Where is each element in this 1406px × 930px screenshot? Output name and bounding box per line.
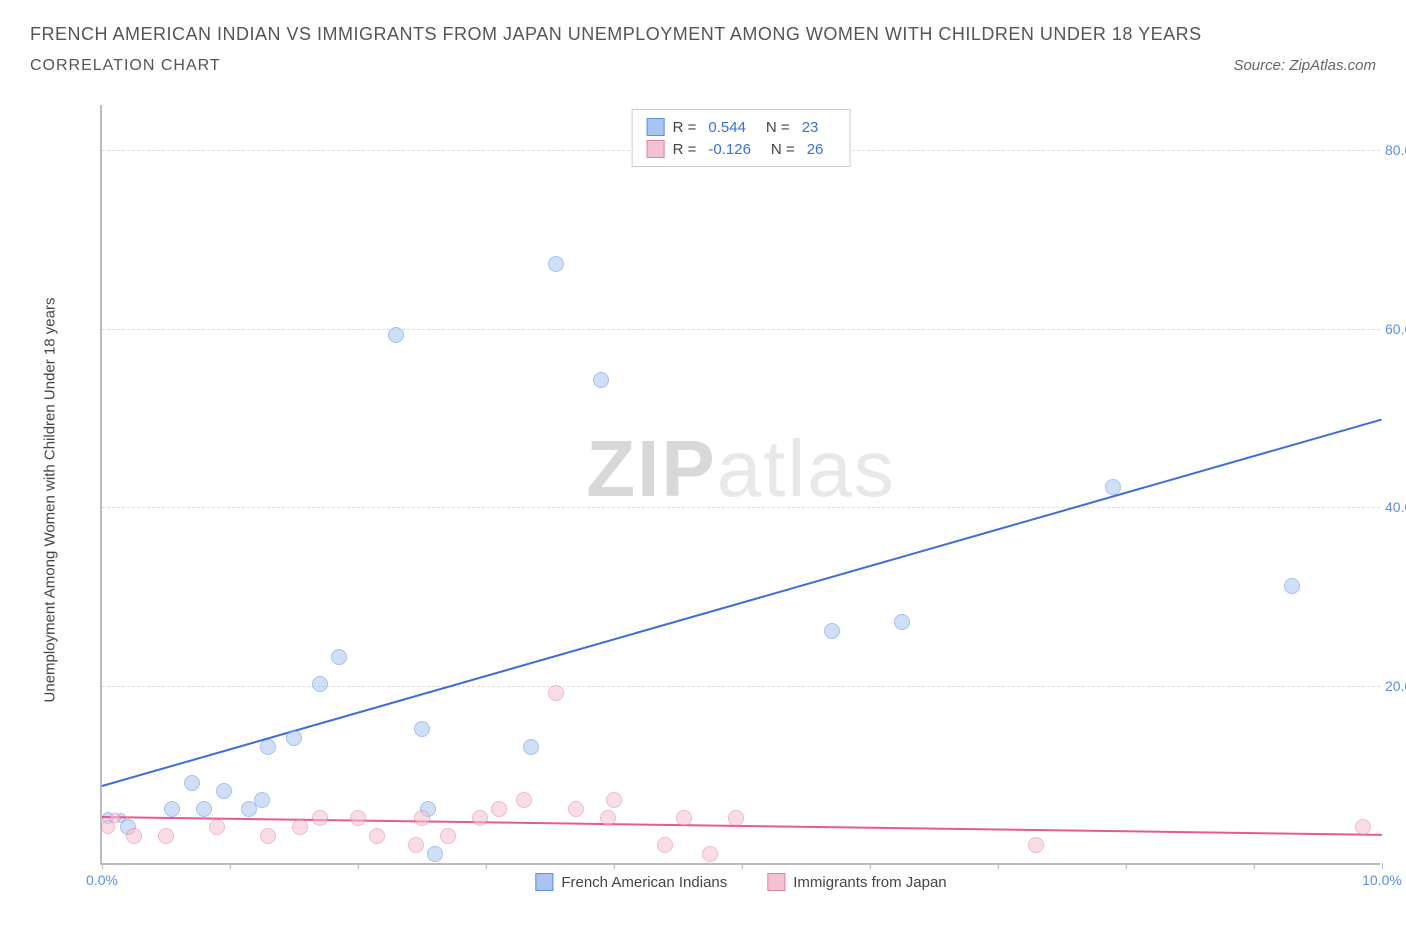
data-point [350,810,366,826]
data-point [600,810,616,826]
data-point [472,810,488,826]
data-point [1284,578,1300,594]
legend-stats: R = 0.544 N = 23 R = -0.126 N = 26 [632,109,851,167]
y-tick-label: 40.0% [1385,499,1406,515]
gridline [102,507,1380,508]
r-value: -0.126 [708,141,751,158]
watermark-bold: ZIP [586,424,716,513]
legend-stat-row: R = 0.544 N = 23 [647,116,836,138]
data-point [702,846,718,862]
r-value: 0.544 [708,119,746,136]
legend-series-label: Immigrants from Japan [793,874,946,891]
data-point [1105,479,1121,495]
data-point [657,837,673,853]
x-tick-label: 10.0% [1362,872,1402,888]
data-point [676,810,692,826]
data-point [260,828,276,844]
legend-series-item: Immigrants from Japan [767,873,946,891]
data-point [568,801,584,817]
data-point [369,828,385,844]
legend-swatch [647,140,665,158]
data-point [292,819,308,835]
plot-region: ZIPatlas R =0.544N =23R =-0.126N =26 Fre… [100,105,1380,865]
data-point [516,792,532,808]
data-point [254,792,270,808]
data-point [440,828,456,844]
data-point [286,730,302,746]
x-tick-mark [742,863,743,869]
y-tick-label: 60.0% [1385,321,1406,337]
subtitle-row: CORRELATION CHART Source: ZipAtlas.com [30,57,1376,75]
data-point [414,810,430,826]
chart-area: Unemployment Among Women with Children U… [60,105,1380,895]
data-point [894,614,910,630]
gridline [102,329,1380,330]
data-point [593,372,609,388]
x-tick-mark [358,863,359,869]
x-tick-mark [1254,863,1255,869]
data-point [824,623,840,639]
x-tick-mark [1382,863,1383,869]
x-tick-mark [102,863,103,869]
y-axis-label: Unemployment Among Women with Children U… [42,298,59,703]
n-label: N = [771,141,795,158]
data-point [728,810,744,826]
chart-header: FRENCH AMERICAN INDIAN VS IMMIGRANTS FRO… [0,0,1406,85]
data-point [164,801,180,817]
data-point [260,739,276,755]
legend-series-label: French American Indians [561,874,727,891]
data-point [427,846,443,862]
x-tick-mark [230,863,231,869]
legend-series: French American Indians Immigrants from J… [535,873,946,891]
source-attribution: Source: ZipAtlas.com [1233,57,1376,74]
x-tick-mark [870,863,871,869]
chart-subtitle: CORRELATION CHART [30,57,221,75]
y-tick-label: 80.0% [1385,142,1406,158]
data-point [414,721,430,737]
data-point [548,685,564,701]
x-tick-mark [1126,863,1127,869]
data-point [216,783,232,799]
data-point [606,792,622,808]
data-point [312,676,328,692]
x-tick-mark [486,863,487,869]
data-point [331,649,347,665]
data-point [408,837,424,853]
data-point [209,819,225,835]
data-point [1028,837,1044,853]
x-tick-label: 0.0% [86,872,118,888]
n-value: 23 [802,119,819,136]
x-tick-mark [614,863,615,869]
x-tick-mark [998,863,999,869]
data-point [109,813,120,824]
data-point [388,327,404,343]
data-point [158,828,174,844]
chart-title: FRENCH AMERICAN INDIAN VS IMMIGRANTS FRO… [30,20,1376,49]
legend-swatch [647,118,665,136]
legend-series-item: French American Indians [535,873,727,891]
watermark: ZIPatlas [586,423,895,515]
n-value: 26 [807,141,824,158]
gridline [102,686,1380,687]
data-point [196,801,212,817]
legend-swatch [767,873,785,891]
data-point [126,828,142,844]
data-point [312,810,328,826]
n-label: N = [766,119,790,136]
data-point [523,739,539,755]
data-point [548,256,564,272]
data-point [491,801,507,817]
data-point [1355,819,1371,835]
legend-stat-row: R = -0.126 N = 26 [647,138,836,160]
r-label: R = [673,119,697,136]
data-point [184,775,200,791]
r-label: R = [673,141,697,158]
y-tick-label: 20.0% [1385,678,1406,694]
legend-swatch [535,873,553,891]
watermark-light: atlas [717,424,896,513]
